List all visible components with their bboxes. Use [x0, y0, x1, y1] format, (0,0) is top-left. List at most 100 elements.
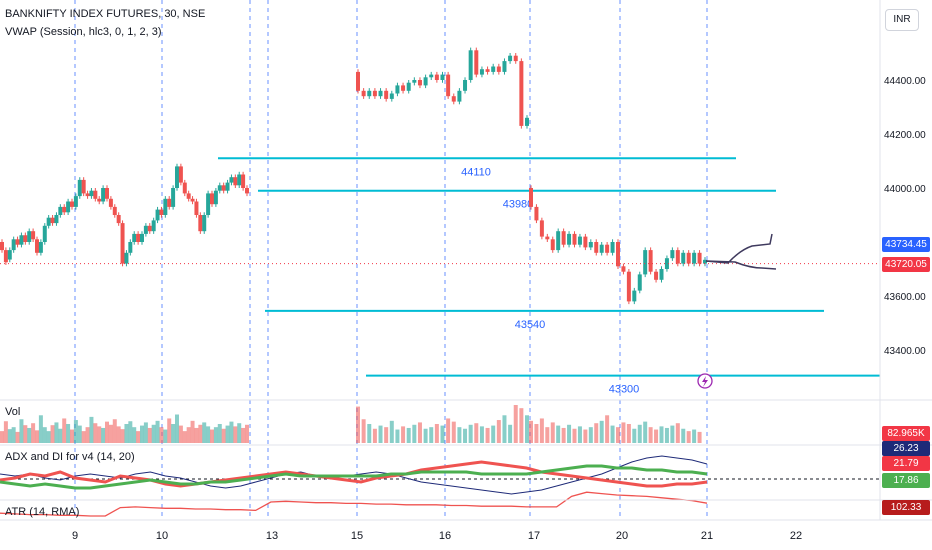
volume-bar: [429, 427, 434, 443]
candle-body: [66, 201, 71, 213]
candle-body: [463, 80, 468, 91]
candle-body: [599, 244, 604, 253]
candle-body: [136, 233, 141, 242]
volume-bar: [143, 422, 148, 443]
candle-body: [198, 215, 203, 232]
volume-bar: [599, 420, 604, 443]
candle-body: [202, 215, 207, 232]
candle-body: [163, 198, 168, 215]
volume-bar: [73, 420, 78, 443]
volume-bar: [384, 427, 389, 443]
candle-body: [429, 74, 434, 78]
candle-body: [550, 239, 555, 251]
volume-bar: [31, 423, 36, 443]
chart-title: BANKNIFTY INDEX FUTURES, 30, NSE: [5, 8, 206, 20]
atr-tag: 102.33: [882, 500, 930, 515]
candle-body: [643, 250, 648, 275]
support-resistance-levels: 44110 43980 43540 43300: [218, 157, 880, 396]
candle-body: [237, 174, 242, 186]
candle-body: [648, 250, 653, 272]
candle-body: [367, 90, 372, 97]
volume-bar: [446, 418, 451, 443]
volume-bar: [182, 431, 187, 443]
candle-body: [519, 61, 524, 126]
candle-body: [194, 201, 199, 215]
adx-tag: 26.23: [882, 441, 930, 456]
candle-body: [659, 269, 664, 280]
candle-body: [675, 250, 680, 264]
volume-bar: [577, 426, 582, 443]
currency-button[interactable]: INR: [885, 9, 919, 31]
volume-bar: [670, 425, 675, 443]
candle-body: [594, 242, 599, 253]
volume-bar: [395, 429, 400, 443]
volume-bar: [217, 424, 222, 443]
candlestick-series: [0, 47, 880, 305]
candle-body: [539, 220, 544, 237]
candle-body: [89, 190, 94, 197]
volume-bar: [58, 428, 63, 443]
volume-bar: [594, 423, 599, 443]
volume-bar: [202, 422, 207, 443]
candle-body: [97, 198, 102, 202]
volume-bar: [229, 421, 234, 443]
x-tick-label: 9: [72, 530, 78, 542]
candle-body: [389, 93, 394, 99]
volume-bar: [140, 425, 144, 443]
volume-bar: [213, 427, 218, 443]
volume-bar: [556, 425, 561, 443]
candle-body: [77, 179, 82, 197]
volume-bar: [616, 427, 620, 443]
volume-pane-label: Vol: [5, 406, 21, 418]
volume-bar: [654, 429, 659, 443]
candle-body: [372, 90, 377, 97]
candle-body: [7, 250, 12, 260]
vwap-price-tag: 43720.05: [882, 257, 930, 272]
candle-body: [588, 242, 593, 248]
annotations: [697, 373, 713, 389]
candle-body: [105, 188, 109, 199]
x-tick-label: 21: [701, 530, 713, 542]
candle-body: [151, 220, 156, 232]
candle-body: [15, 239, 20, 245]
volume-bar: [389, 420, 394, 443]
volume-bar: [643, 421, 648, 443]
volume-bar: [19, 419, 24, 443]
volume-bar: [468, 424, 473, 443]
volume-bar: [7, 429, 12, 443]
candle-body: [496, 66, 501, 72]
volume-bar: [637, 424, 642, 443]
volume-bar: [632, 428, 637, 443]
x-tick-label: 16: [439, 530, 451, 542]
candle-body: [697, 252, 702, 264]
volume-bar: [62, 418, 67, 443]
volume-bars: [0, 405, 702, 443]
candle-body: [241, 174, 246, 188]
volume-bar: [77, 425, 82, 443]
candle-body: [401, 85, 406, 91]
candle-body: [457, 90, 462, 102]
volume-bar: [406, 427, 411, 443]
volume-bar: [210, 429, 214, 443]
volume-bar: [534, 424, 539, 443]
volume-bar: [513, 405, 518, 443]
candle-body: [70, 201, 74, 207]
adx-series: [0, 455, 880, 495]
candle-body: [395, 85, 400, 94]
volume-bar: [491, 425, 496, 443]
volume-bar: [93, 423, 98, 443]
volume-bar: [245, 424, 249, 443]
candle-body: [19, 235, 24, 245]
candle-body: [124, 252, 129, 264]
volume-bar: [38, 415, 43, 443]
candle-body: [46, 217, 51, 226]
volume-bar: [11, 427, 16, 443]
candle-body: [93, 190, 98, 199]
atr-pane-label: ATR (14, RMA): [5, 506, 80, 518]
volume-bar: [225, 425, 230, 443]
volume-bar: [27, 427, 32, 443]
y-tick-label: 43400.00: [884, 346, 926, 357]
candle-body: [356, 71, 360, 91]
volume-bar: [626, 424, 631, 443]
current-price-tag: 43734.45: [882, 237, 930, 252]
